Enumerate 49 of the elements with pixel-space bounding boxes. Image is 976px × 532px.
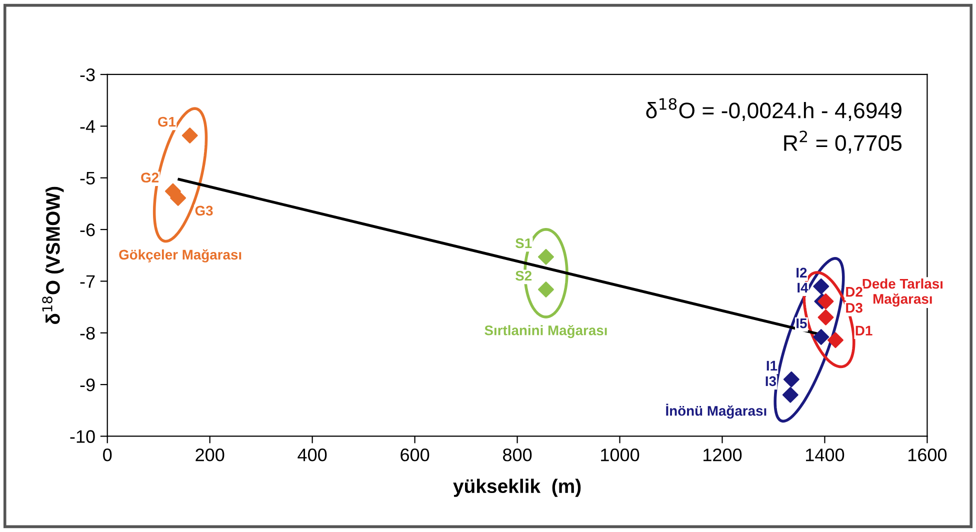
x-axis-title: yükseklik (m) (453, 478, 581, 497)
y-tick-label: -10 (70, 430, 95, 443)
y-axis-title: δ$^{18}$O (VSMOW) (42, 186, 64, 324)
text: Dede Tarlası Mağarası (862, 278, 942, 307)
y-tick-label: -6 (80, 223, 95, 236)
annotation: G1 (158, 116, 176, 127)
annotation: δ$^{18}$O = -0,0024.h - 4,6949 (646, 98, 902, 121)
x-tick-label: 200 (196, 448, 224, 462)
text: Sırtlanini Mağarası (484, 324, 607, 338)
annotation: I5 (796, 318, 807, 328)
x-tick-label: 1000 (601, 448, 640, 462)
point (182, 127, 198, 144)
x-tick-label: 400 (298, 448, 327, 462)
point (538, 281, 554, 298)
point (538, 248, 554, 265)
point (813, 329, 830, 345)
point (783, 371, 800, 388)
point (818, 293, 834, 310)
annotation: G3 (195, 206, 213, 216)
y-tick-label: -7 (80, 275, 95, 288)
annotation: R$^{2}$ = 0,7705 (784, 130, 902, 154)
y-tick-label: -9 (80, 378, 95, 392)
annotation: I3 (766, 376, 776, 386)
annotation: D1 (856, 326, 872, 336)
annotation: I4 (798, 282, 808, 292)
point (170, 190, 186, 206)
y-tick-label: -4 (80, 120, 96, 133)
x-tick-label: 1200 (704, 448, 742, 462)
x-tick-label: 1600 (908, 448, 947, 462)
y-tick-label: -5 (80, 172, 95, 185)
annotation: G2 (141, 172, 159, 183)
y-tick-label: -3 (80, 68, 95, 82)
x-tick-label: 800 (503, 448, 532, 462)
annotation: I2 (796, 268, 807, 278)
point (828, 332, 844, 348)
annotation: S2 (515, 270, 532, 281)
annotation: D2 (846, 286, 862, 297)
annotation: I1 (766, 360, 778, 370)
series-label: İnönü Mağarası (666, 404, 766, 419)
x-tick-label: 600 (400, 448, 430, 462)
annotation: S1 (515, 238, 532, 248)
x-tick-label: 0 (103, 448, 112, 462)
text: Gökçeler Mağarası (119, 249, 242, 262)
y-tick-label: -8 (80, 326, 95, 340)
x-tick-label: 1400 (806, 448, 844, 462)
annotation: D3 (846, 302, 862, 313)
point (813, 278, 830, 294)
point (818, 309, 834, 326)
point (782, 386, 798, 403)
